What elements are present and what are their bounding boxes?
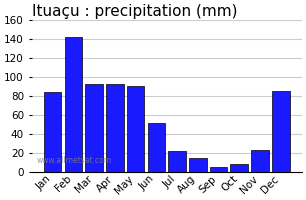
Text: Ituaçu : precipitation (mm): Ituaçu : precipitation (mm) xyxy=(32,4,237,19)
Bar xyxy=(210,167,227,172)
Bar xyxy=(230,164,248,172)
Bar xyxy=(147,123,165,172)
Text: www.allmetsat.com: www.allmetsat.com xyxy=(37,156,112,165)
Bar xyxy=(272,91,289,172)
Bar xyxy=(189,158,207,172)
Bar xyxy=(168,151,186,172)
Bar xyxy=(65,37,82,172)
Bar xyxy=(85,84,103,172)
Bar xyxy=(251,150,269,172)
Bar xyxy=(106,84,124,172)
Bar xyxy=(127,86,144,172)
Bar xyxy=(44,92,62,172)
